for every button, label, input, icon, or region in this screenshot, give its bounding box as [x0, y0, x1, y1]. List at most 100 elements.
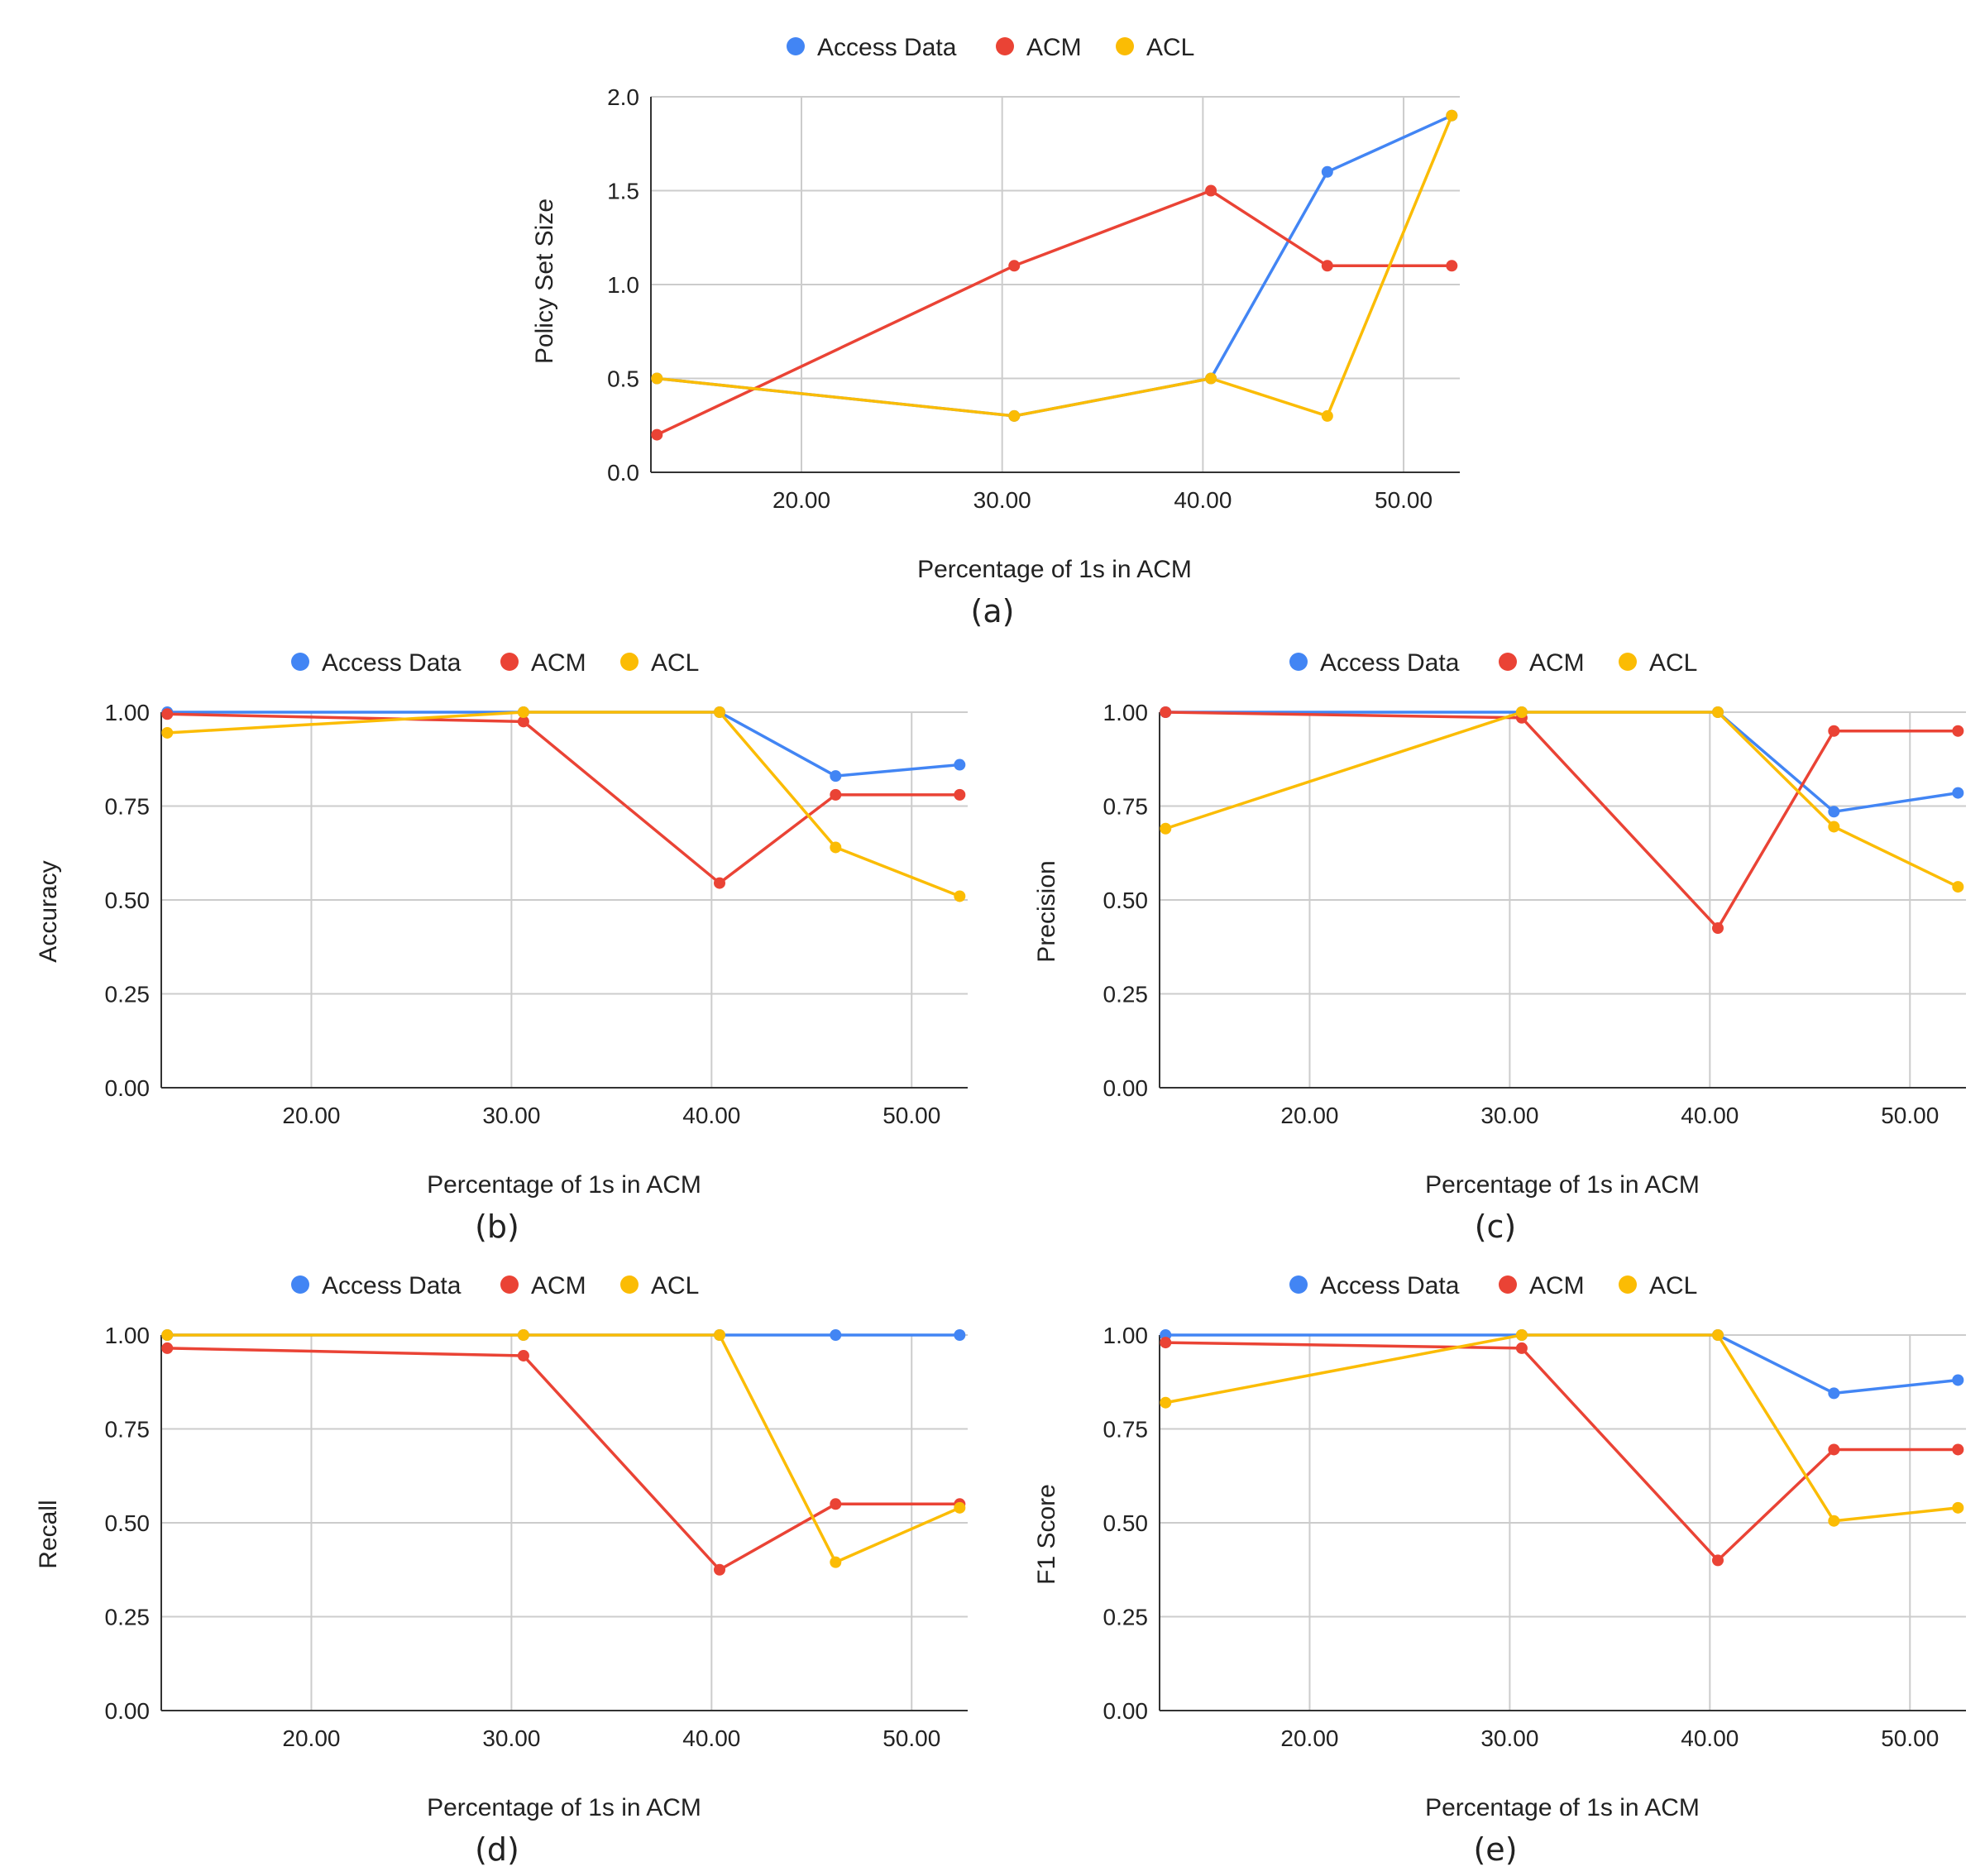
legend: Access Data ACM ACL	[291, 1272, 699, 1299]
series-line-acl	[167, 1333, 961, 1564]
legend-label-acm: ACM	[1529, 1272, 1585, 1299]
x-tick-label: 30.00	[973, 487, 1031, 513]
legend-marker-acl	[1619, 653, 1637, 671]
x-tick-label: 40.00	[1681, 1103, 1739, 1128]
panel-caption: (c)	[1475, 1208, 1517, 1245]
panel-caption: (e)	[1473, 1831, 1517, 1868]
data-point-acm	[1712, 1554, 1724, 1567]
data-point-acl	[1828, 1515, 1840, 1527]
chart-panel-d: Access Data ACM ACL 20.00 30.00 40.00 50.00…	[35, 1272, 968, 1868]
x-axis-label: Percentage of 1s in ACM	[427, 1171, 701, 1199]
legend-marker-access-data	[1289, 653, 1308, 671]
y-tick-label: 1.5	[607, 179, 639, 204]
data-point-acl	[1828, 821, 1840, 833]
data-point-access-data	[1828, 806, 1840, 818]
y-tick-label: 0.75	[105, 1417, 151, 1443]
data-point-acl	[1515, 706, 1528, 718]
y-tick-label: 1.0	[607, 272, 639, 298]
data-point-acl	[830, 841, 842, 854]
data-point-access-data	[954, 1329, 966, 1341]
data-point-acl	[517, 706, 529, 718]
y-tick-label: 1.00	[105, 700, 151, 725]
data-point-acm	[1828, 725, 1840, 737]
data-point-acm	[1952, 725, 1964, 737]
x-tick-label: 20.00	[1280, 1725, 1338, 1751]
x-tick-label: 50.00	[882, 1103, 940, 1128]
y-tick-label: 0.50	[1103, 888, 1149, 913]
y-axis-label: Accuracy	[35, 860, 62, 962]
legend-marker-acl	[1116, 37, 1134, 55]
data-point-access-data	[830, 770, 842, 782]
data-point-acm	[1515, 1342, 1528, 1354]
y-tick-label: 0.00	[1103, 1698, 1149, 1724]
legend-label-access-data: Access Data	[817, 34, 957, 61]
data-point-acm	[714, 1563, 725, 1576]
legend-label-access-data: Access Data	[1320, 1272, 1460, 1299]
x-tick-label: 30.00	[482, 1103, 540, 1128]
legend-label-acl: ACL	[1649, 649, 1697, 677]
legend: Access Data ACM ACL	[1289, 649, 1697, 677]
data-point-acm	[517, 715, 529, 728]
y-tick-label: 0.5	[607, 366, 639, 392]
y-axis-label: Recall	[35, 1500, 62, 1568]
data-point-acm	[1321, 260, 1333, 272]
y-tick-label: 0.25	[1103, 982, 1149, 1007]
legend-marker-access-data	[787, 37, 805, 55]
data-point-acm	[1160, 1337, 1172, 1349]
legend-marker-access-data	[1289, 1275, 1308, 1294]
legend-marker-acl	[620, 653, 639, 671]
plot-area: 20.00 30.00 40.00 50.00 0.00 0.25 0.50 0.75 1.00	[1103, 1323, 1966, 1751]
series-line-acm	[167, 712, 960, 885]
x-tick-label: 50.00	[1881, 1103, 1939, 1128]
y-tick-label: 0.75	[1103, 794, 1149, 820]
legend-marker-acm	[1499, 1275, 1517, 1294]
data-point-access-data	[1828, 1387, 1840, 1400]
data-point-access-data	[1321, 165, 1333, 178]
x-tick-label: 20.00	[772, 487, 830, 513]
data-point-acl	[517, 1329, 529, 1341]
data-point-acm	[651, 428, 663, 441]
legend: Access Data ACM ACL	[291, 649, 699, 677]
y-tick-label: 0.50	[105, 888, 151, 913]
x-tick-label: 50.00	[882, 1725, 940, 1751]
data-point-acm	[1008, 260, 1021, 272]
x-tick-label: 50.00	[1881, 1725, 1939, 1751]
x-tick-label: 40.00	[682, 1725, 740, 1751]
series-line-acl	[1165, 1333, 1959, 1523]
y-axis-label: F1 Score	[1033, 1484, 1060, 1585]
data-point-acl	[1008, 409, 1021, 422]
panel-caption: (b)	[475, 1208, 519, 1245]
legend-label-acm: ACM	[531, 649, 586, 677]
data-point-acm	[1446, 260, 1458, 272]
data-point-acl	[954, 1501, 966, 1514]
x-tick-label: 50.00	[1375, 487, 1433, 513]
y-tick-label: 0.00	[105, 1075, 151, 1101]
y-tick-label: 2.0	[607, 84, 639, 110]
x-axis-label: Percentage of 1s in ACM	[1425, 1794, 1700, 1821]
series-line-acl	[167, 711, 960, 898]
x-axis-label: Percentage of 1s in ACM	[427, 1794, 701, 1821]
x-tick-label: 30.00	[1480, 1103, 1538, 1128]
panel-caption: (a)	[971, 593, 1015, 629]
y-tick-label: 1.00	[1103, 1323, 1149, 1348]
legend-marker-access-data	[291, 653, 309, 671]
chart-panel-b: Access Data ACM ACL 20.00 30.00 40.00 50.00…	[35, 649, 968, 1245]
data-point-acm	[1160, 706, 1172, 718]
data-point-acl	[714, 1329, 725, 1341]
plot-area: 20.00 30.00 40.00 50.00 0.00 0.25 0.50 0.75 1.00	[105, 1323, 968, 1751]
x-tick-label: 20.00	[282, 1725, 340, 1751]
series-line-acm	[1165, 711, 1959, 930]
x-tick-label: 30.00	[482, 1725, 540, 1751]
y-tick-label: 0.25	[105, 1605, 151, 1630]
y-tick-label: 0.75	[1103, 1417, 1149, 1443]
x-axis-label: Percentage of 1s in ACM	[917, 556, 1192, 583]
data-point-acl	[1205, 372, 1217, 385]
series-line-acm	[656, 189, 1452, 437]
data-point-acl	[161, 726, 174, 739]
data-point-access-data	[830, 1329, 842, 1341]
chart-panel-e: Access Data ACM ACL 20.00 30.00 40.00 50.00…	[1033, 1272, 1966, 1868]
legend-marker-access-data	[291, 1275, 309, 1294]
data-point-acm	[830, 788, 842, 801]
data-point-acl	[1712, 706, 1724, 718]
